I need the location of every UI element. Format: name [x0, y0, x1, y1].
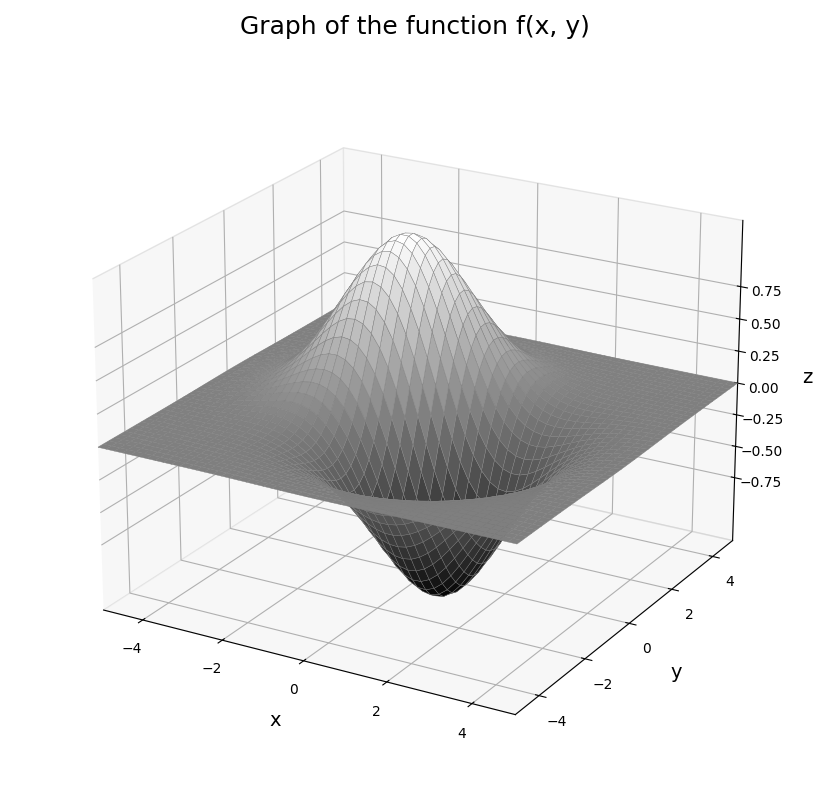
Y-axis label: y: y — [670, 662, 681, 681]
X-axis label: x: x — [269, 710, 281, 728]
Title: Graph of the function f(x, y): Graph of the function f(x, y) — [239, 15, 589, 39]
